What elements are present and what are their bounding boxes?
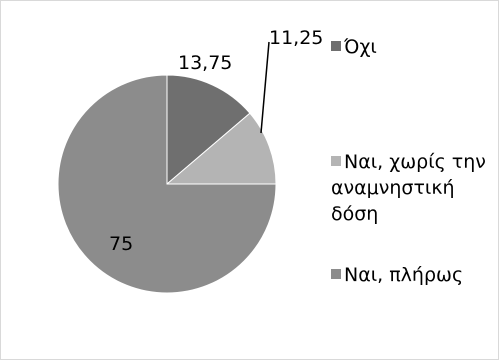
legend-swatch-oxi xyxy=(331,41,341,51)
pie-slice-nai-plirws xyxy=(57,74,277,294)
data-label-nai-xoris: 11,25 xyxy=(269,27,323,49)
data-label-nai-plirws: 75 xyxy=(109,233,133,255)
pie-slice-oxi xyxy=(166,74,251,186)
pie-slice-nai-xoris xyxy=(165,112,277,185)
legend-label-nai-plirws: Ναι, πλήρως xyxy=(344,264,463,286)
leader-line xyxy=(260,41,270,134)
legend: Όχι Ναι, χωρίς την αναμνηστική δόση Ναι,… xyxy=(331,36,492,286)
legend-swatch-nai-plirws xyxy=(331,269,341,279)
data-label-oxi: 13,75 xyxy=(178,52,232,74)
pie-slices xyxy=(57,74,277,294)
data-labels: 13,75 11,25 75 xyxy=(109,27,323,255)
legend-label-oxi: Όχι xyxy=(343,36,377,58)
legend-swatch-nai-xoris xyxy=(331,156,341,166)
legend-label-nai-xoris: Ναι, χωρίς την αναμνηστική δόση xyxy=(331,151,492,225)
